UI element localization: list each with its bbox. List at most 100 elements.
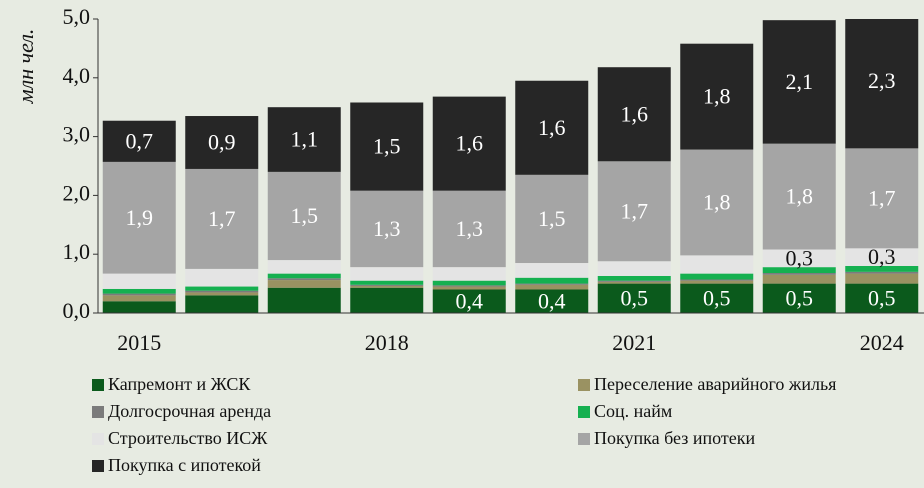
- bar-segment: [515, 289, 589, 313]
- y-axis-title: млн чел.: [13, 29, 38, 105]
- bar-segment: [515, 174, 589, 264]
- legend-label: Соц. найм: [594, 401, 672, 421]
- bar-segment: [185, 295, 259, 313]
- bar-segment: [845, 248, 919, 266]
- legend-label: Покупка с ипотекой: [108, 455, 261, 475]
- bar-segment: [515, 283, 589, 285]
- bar-segment: [267, 171, 341, 261]
- bar-segment: [185, 168, 259, 269]
- bar-segment: [845, 19, 919, 149]
- legend-swatch: [92, 406, 104, 418]
- value-label: 0,9: [208, 130, 236, 155]
- bar-segment: [432, 280, 506, 286]
- value-label: 1,7: [868, 185, 896, 210]
- legend-swatch: [92, 460, 104, 472]
- bar-segment: [350, 102, 424, 191]
- bar-segment: [680, 273, 754, 280]
- bar-segment: [597, 281, 671, 284]
- bar-segment: [350, 190, 424, 268]
- bar-segment: [432, 285, 506, 287]
- bar-segment: [762, 273, 836, 275]
- bar-segment: [102, 273, 176, 289]
- value-label: 2,3: [868, 68, 896, 93]
- bar-segment: [267, 273, 341, 279]
- value-label: 0,5: [868, 285, 896, 310]
- y-tick-label: 3,0: [63, 122, 91, 147]
- x-tick-label: 2015: [117, 330, 161, 355]
- y-tick-label: 4,0: [63, 63, 91, 88]
- bar-segment: [185, 292, 259, 296]
- value-label: 1,7: [621, 198, 649, 223]
- value-label: 1,5: [291, 203, 319, 228]
- bar-segment: [680, 283, 754, 313]
- legend-label: Долгосрочная аренда: [108, 401, 271, 421]
- bar-segment: [267, 280, 341, 288]
- bar-segment: [597, 280, 671, 282]
- bar-segment: [762, 249, 836, 268]
- bar-segment: [350, 280, 424, 285]
- legend-swatch: [578, 379, 590, 391]
- value-label: 0,5: [786, 285, 814, 310]
- bar-segment: [515, 263, 589, 278]
- bar-segment: [432, 289, 506, 313]
- y-tick-label: 5,0: [63, 4, 91, 29]
- legend-label: Покупка без ипотеки: [594, 428, 755, 448]
- bar-segment: [102, 120, 176, 162]
- bar-segment: [185, 268, 259, 287]
- bar-segment: [350, 284, 424, 286]
- value-label: 0,3: [868, 244, 896, 269]
- bar-segment: [102, 161, 176, 274]
- bar-segment: [515, 277, 589, 284]
- legend-swatch: [92, 379, 104, 391]
- bar-segment: [102, 288, 176, 294]
- y-tick-label: 0,0: [63, 298, 91, 323]
- value-label: 0,4: [538, 288, 566, 313]
- bar-segment: [515, 80, 589, 175]
- value-label: 1,8: [786, 184, 814, 209]
- bar-segment: [845, 271, 919, 274]
- bar-segment: [597, 161, 671, 262]
- bar-segment: [432, 267, 506, 281]
- bar-segment: [432, 286, 506, 290]
- bar-segment: [267, 278, 341, 281]
- value-label: 0,5: [621, 285, 649, 310]
- bar-segment: [680, 43, 754, 150]
- bar-segment: [680, 255, 754, 274]
- bar-segment: [350, 267, 424, 281]
- bar-segment: [185, 116, 259, 169]
- value-label: 1,6: [456, 131, 484, 156]
- x-tick-label: 2018: [365, 330, 409, 355]
- bar-segment: [267, 260, 341, 274]
- value-label: 2,1: [786, 69, 814, 94]
- value-label: 1,9: [126, 205, 154, 230]
- value-label: 1,6: [538, 115, 566, 140]
- legend-swatch: [92, 433, 104, 445]
- bar-segment: [597, 67, 671, 162]
- bar-segment: [432, 96, 506, 191]
- legend-swatch: [578, 406, 590, 418]
- legend-label: Переселение аварийного жилья: [594, 374, 836, 394]
- bar-segment: [680, 280, 754, 284]
- value-label: 1,3: [456, 216, 484, 241]
- x-tick-label: 2021: [612, 330, 656, 355]
- value-label: 1,1: [291, 127, 319, 152]
- bar-segment: [762, 283, 836, 313]
- bar-segment: [185, 290, 259, 293]
- bar-segment: [597, 275, 671, 281]
- bar-segment: [185, 286, 259, 291]
- value-label: 0,5: [703, 285, 731, 310]
- bar-segment: [845, 148, 919, 249]
- bar-segment: [680, 279, 754, 281]
- bar-segment: [350, 287, 424, 313]
- value-label: 0,3: [786, 245, 814, 270]
- value-label: 1,7: [208, 206, 236, 231]
- plot-area: 1,9 0,7 1,7 0,9 1,5 1,1 1,3 1,5 0,4 1,3 1,6 0,4 1,5 1…: [102, 19, 919, 313]
- bar-segment: [102, 295, 176, 302]
- bar-segment: [597, 283, 671, 313]
- bar-segment: [267, 107, 341, 172]
- value-label: 1,3: [373, 216, 401, 241]
- legend-label: Капремонт и ЖСК: [108, 374, 251, 394]
- value-label: 1,5: [373, 134, 401, 159]
- value-label: 0,4: [456, 288, 484, 313]
- legend-swatch: [578, 433, 590, 445]
